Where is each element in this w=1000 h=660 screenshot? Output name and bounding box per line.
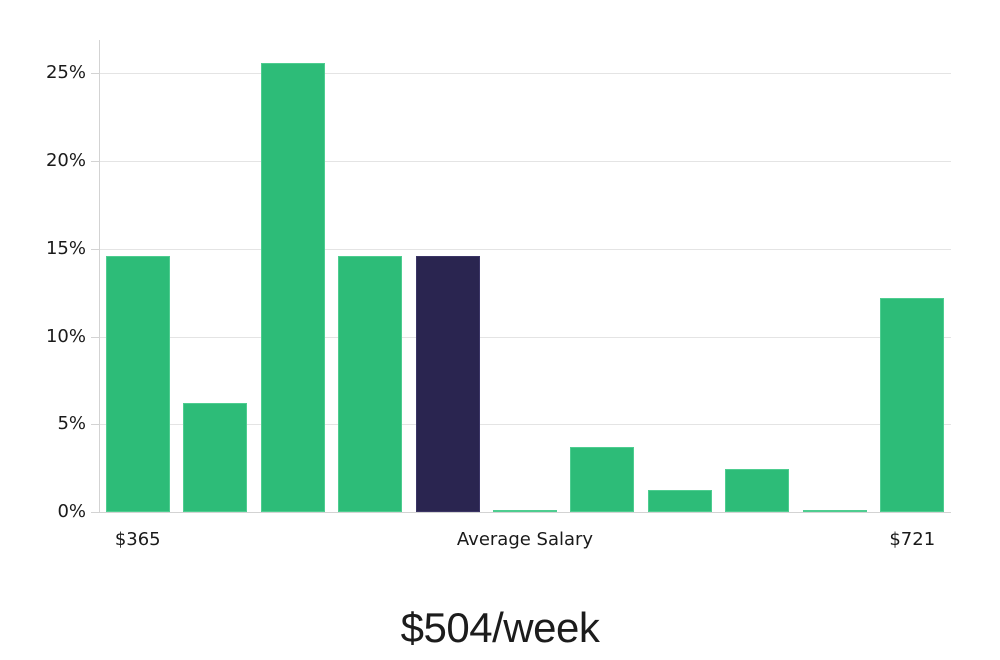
x-axis-label: Average Salary [456, 529, 594, 550]
y-axis-tick [91, 73, 99, 75]
y-axis-tick-label: 25% [45, 62, 86, 84]
bar [183, 403, 248, 512]
y-axis-spine [99, 40, 100, 513]
average-salary-bar [415, 255, 480, 512]
gridline [99, 248, 951, 250]
bar [570, 447, 635, 512]
bar [260, 62, 325, 512]
y-axis-tick-label: 20% [45, 150, 86, 172]
gridline [99, 336, 951, 338]
gridline [99, 424, 951, 426]
x-axis-label: $721 [889, 529, 936, 550]
bar [493, 510, 557, 512]
y-axis-tick-label: 0% [57, 501, 86, 522]
chart-title: $504/week [400, 604, 600, 651]
gridline [99, 73, 951, 75]
bar [647, 490, 712, 512]
y-axis-tick-label: 5% [57, 413, 86, 435]
y-axis-tick [91, 336, 99, 338]
x-axis-label: $365 [114, 529, 161, 550]
bar [725, 469, 790, 512]
y-axis-tick [91, 161, 99, 163]
y-axis-tick [91, 424, 99, 426]
bar [338, 255, 403, 512]
gridline [99, 161, 951, 163]
bar [802, 510, 867, 512]
y-axis-tick [91, 248, 99, 250]
y-axis-tick-label: 10% [45, 325, 86, 347]
y-axis-tick-label: 15% [45, 237, 86, 259]
x-axis-line [99, 512, 951, 513]
plot-area [99, 40, 951, 512]
y-axis-tick [91, 512, 99, 513]
bar [105, 255, 170, 512]
bar [880, 297, 945, 512]
